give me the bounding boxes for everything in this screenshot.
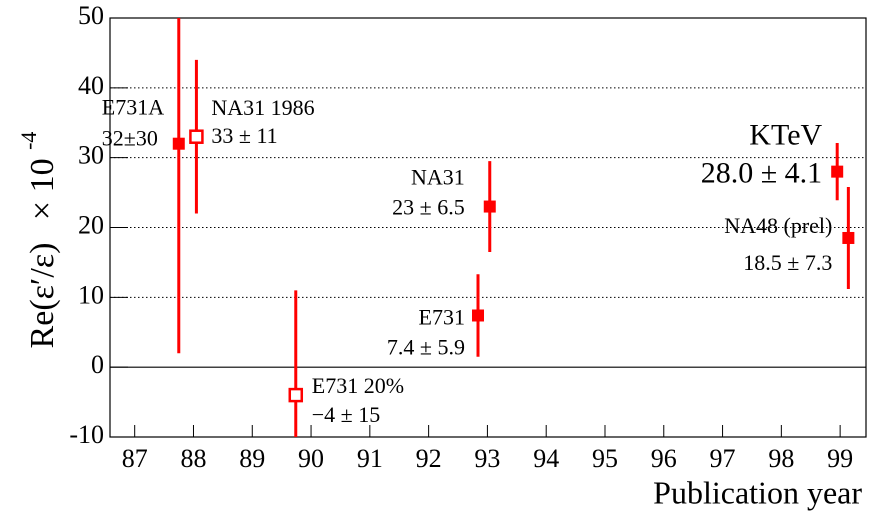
y-label-factor: × 10 bbox=[24, 158, 61, 220]
point-name: E731 20% bbox=[312, 373, 404, 398]
marker bbox=[472, 309, 485, 322]
x-tick-label: 95 bbox=[592, 444, 618, 473]
point-name: NA31 1986 bbox=[211, 95, 314, 120]
point-label: 32±30 bbox=[102, 126, 158, 151]
data-layer bbox=[172, 18, 855, 437]
marker bbox=[189, 129, 204, 144]
x-tick-label: 97 bbox=[710, 444, 736, 473]
x-tick-label: 89 bbox=[239, 444, 265, 473]
x-tick-label: 90 bbox=[298, 444, 324, 473]
x-tick-label: 94 bbox=[533, 444, 559, 473]
y-tick-label: 40 bbox=[78, 71, 104, 100]
point-name: NA31 bbox=[411, 165, 465, 190]
point-label: 33 ± 11 bbox=[211, 123, 277, 148]
y-axis-label: Re(ε′/ε) × 10 -4 bbox=[16, 132, 61, 349]
point-name: NA48 (prel) bbox=[724, 213, 832, 238]
point-label: −4 ± 15 bbox=[312, 402, 380, 427]
point-name: E731 bbox=[419, 305, 465, 330]
point-name: E731A bbox=[102, 95, 164, 120]
marker bbox=[842, 231, 855, 244]
plot-frame bbox=[109, 17, 867, 438]
point-label: 7.4 ± 5.9 bbox=[387, 335, 465, 360]
point-name: KTeV bbox=[749, 119, 822, 152]
marker bbox=[288, 387, 304, 403]
point-label: 18.5 ± 7.3 bbox=[743, 250, 832, 275]
y-tick-label: 20 bbox=[78, 210, 104, 239]
x-tick-label: 98 bbox=[768, 444, 794, 473]
x-tick-label: 93 bbox=[474, 444, 500, 473]
y-tick-label: 0 bbox=[91, 350, 104, 379]
x-tick-label: 99 bbox=[827, 444, 853, 473]
marker bbox=[483, 200, 496, 213]
y-tick-label: 10 bbox=[78, 280, 104, 309]
y-tick-label: 30 bbox=[78, 141, 104, 170]
point-label: 23 ± 6.5 bbox=[392, 195, 465, 220]
y-tick-label: -10 bbox=[69, 420, 104, 449]
marker bbox=[172, 137, 185, 150]
x-axis-label: Publication year bbox=[653, 474, 862, 510]
x-tick-label: 96 bbox=[651, 444, 677, 473]
y-label-exponent: -4 bbox=[16, 132, 41, 150]
y-tick-label: 50 bbox=[78, 1, 104, 30]
x-tick-label: 87 bbox=[122, 444, 148, 473]
point-label: 28.0 ± 4.1 bbox=[701, 157, 822, 190]
y-label-main: Re(ε′/ε) bbox=[24, 243, 61, 349]
marker bbox=[831, 165, 844, 178]
x-tick-label: 88 bbox=[180, 444, 206, 473]
x-tick-label: 91 bbox=[357, 444, 383, 473]
x-tick-label: 92 bbox=[416, 444, 442, 473]
